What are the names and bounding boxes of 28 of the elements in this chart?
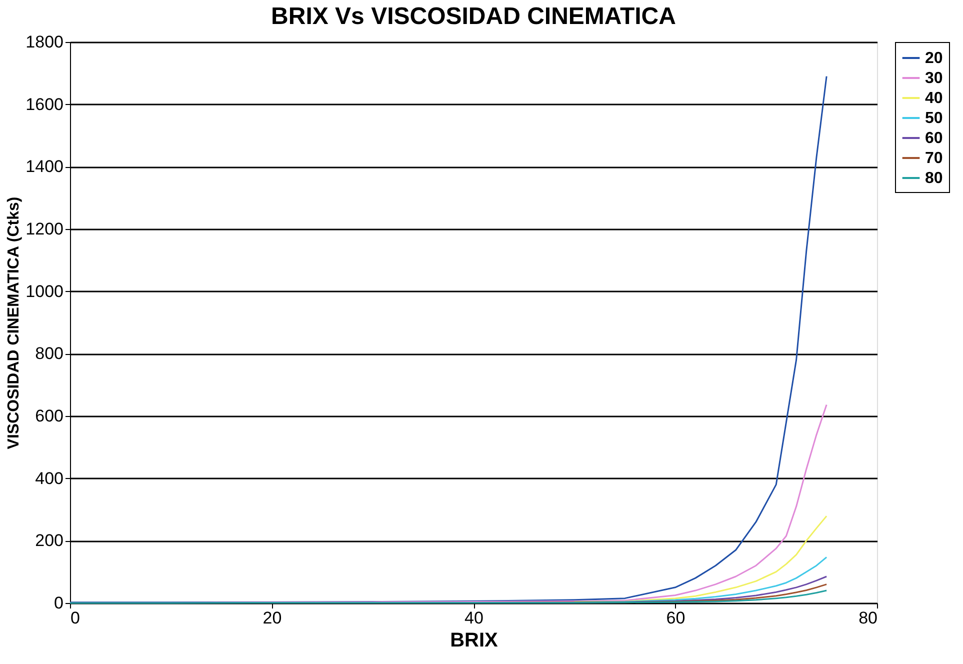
x-tick-label: 20 <box>262 608 282 628</box>
legend-label: 30 <box>925 70 943 87</box>
y-tick-label: 200 <box>35 531 64 550</box>
legend-label: 80 <box>925 170 943 187</box>
x-tick-label: 40 <box>464 608 484 628</box>
legend-label: 50 <box>925 110 943 127</box>
legend-label: 70 <box>925 150 943 167</box>
y-tick-label: 1000 <box>26 282 64 301</box>
y-tick-label: 1400 <box>26 157 64 176</box>
line-series <box>69 76 828 604</box>
legend-label: 20 <box>925 50 943 67</box>
legend-label: 60 <box>925 130 943 147</box>
y-tick-label: 1200 <box>26 220 64 238</box>
line-series <box>69 590 828 604</box>
y-axis-title: VISCOSIDAD CINEMATICA (Ctks) <box>6 196 23 450</box>
chart-title: BRIX Vs VISCOSIDAD CINEMATICA <box>271 3 676 30</box>
y-tick-label: 400 <box>35 468 64 488</box>
y-tick-label: 1600 <box>26 94 64 114</box>
line-series <box>574 515 828 603</box>
x-tick-label: 60 <box>666 608 686 628</box>
x-tick-label: 80 <box>858 608 878 628</box>
y-tick-label: 0 <box>54 594 64 612</box>
legend-label: 40 <box>925 90 943 107</box>
x-axis-title: BRIX <box>450 630 499 652</box>
y-tick-label: 800 <box>35 344 64 364</box>
y-tick-label: 600 <box>35 406 64 426</box>
y-tick-label: 1800 <box>26 32 64 52</box>
x-tick-label: 0 <box>70 608 80 628</box>
